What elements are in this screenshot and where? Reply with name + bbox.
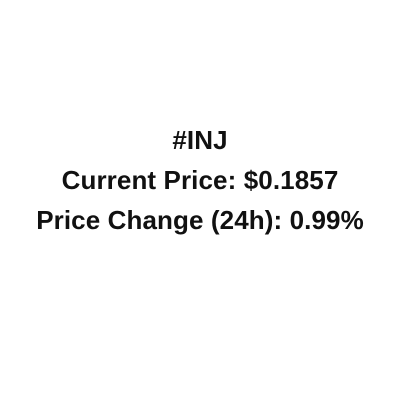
current-price-label: Current Price: $0.1857 (61, 165, 339, 195)
price-info-block: #INJ Current Price: $0.1857 Price Change… (0, 120, 400, 240)
ticker-label: #INJ (172, 125, 228, 155)
price-change-label: Price Change (24h): 0.99% (36, 205, 364, 235)
